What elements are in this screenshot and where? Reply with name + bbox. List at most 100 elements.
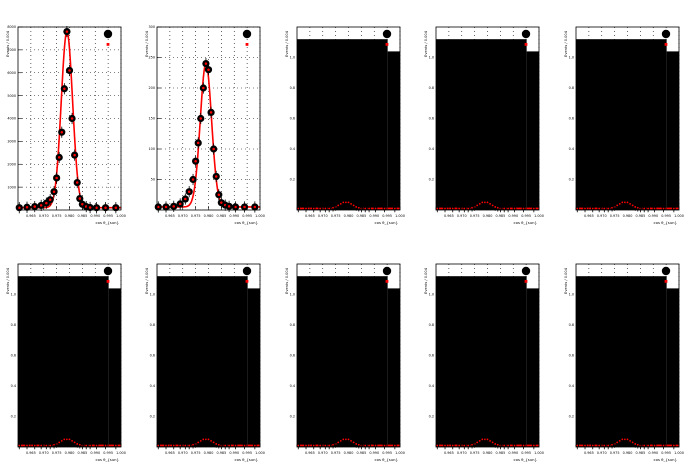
y-tick-label: 0.6 xyxy=(11,354,16,358)
fit-point xyxy=(491,441,494,444)
fit-point xyxy=(205,438,207,441)
x-tick-label: 0.985 xyxy=(217,214,227,218)
y-tick-label: 50 xyxy=(151,178,155,182)
fit-point xyxy=(484,201,486,204)
legend-fit-marker xyxy=(664,43,668,46)
y-tick-label: 2000 xyxy=(7,162,16,166)
y-tick-label: 0.8 xyxy=(569,323,574,327)
x-tick-label: 0.990 xyxy=(90,214,100,218)
y-tick-label: 0.2 xyxy=(290,415,295,419)
x-tick-label: 0.970 xyxy=(318,214,328,218)
x-tick-label: 0.965 xyxy=(305,451,315,455)
filled-region-step xyxy=(387,288,400,447)
x-tick-label: 0.975 xyxy=(331,451,341,455)
fit-point xyxy=(217,193,221,197)
fit-point xyxy=(253,205,257,209)
y-tick-label: 0.4 xyxy=(569,147,574,151)
y-tick-label: 1000 xyxy=(7,185,16,189)
fit-point xyxy=(467,207,470,210)
fit-point xyxy=(352,441,355,444)
y-tick-label: 0.6 xyxy=(290,117,295,121)
y-tick-label: 0.8 xyxy=(150,323,155,327)
fit-point xyxy=(40,444,43,447)
fit-point xyxy=(486,438,489,441)
fit-point xyxy=(188,444,191,447)
y-axis-label: Events / 0.004 xyxy=(564,30,568,57)
fit-point xyxy=(662,444,665,447)
x-tick-label: 0.965 xyxy=(584,451,594,455)
fit-point xyxy=(184,444,187,447)
fit-point xyxy=(57,156,61,159)
y-tick-label: 1.0 xyxy=(150,293,155,297)
x-tick-label: 0.980 xyxy=(65,214,75,218)
x-tick-label: 0.975 xyxy=(470,214,480,218)
x-tick-label: 0.995 xyxy=(521,214,531,218)
fit-point xyxy=(194,159,197,163)
fit-point xyxy=(81,203,84,206)
x-tick-label: 0.985 xyxy=(357,214,367,218)
y-tick-label: 7000 xyxy=(7,48,16,52)
filled-region xyxy=(157,276,248,447)
fit-point xyxy=(89,444,91,447)
fit-point xyxy=(584,444,586,447)
y-tick-label: 1.0 xyxy=(429,56,434,60)
fit-point xyxy=(95,206,98,209)
fit-point xyxy=(63,87,66,91)
fit-point xyxy=(345,201,347,204)
legend-fit-marker xyxy=(664,280,668,283)
fit-point xyxy=(636,443,639,446)
fit-point xyxy=(383,207,386,210)
x-tick-label: 0.990 xyxy=(648,214,658,218)
x-tick-label: 0.970 xyxy=(597,451,607,455)
x-tick-label: 0.970 xyxy=(457,451,467,455)
fit-point xyxy=(339,440,342,442)
x-tick-label: 0.980 xyxy=(344,214,354,218)
x-tick-label: 0.985 xyxy=(357,451,367,455)
y-tick-label: 0.4 xyxy=(150,384,155,388)
fit-point xyxy=(355,443,358,445)
fit-point xyxy=(49,444,52,447)
fit-point xyxy=(305,207,307,210)
panel-10: 0.965 0.970 0.975 0.980 0.985 0.990 0.995 1.000… xyxy=(564,263,684,462)
fit-point xyxy=(55,176,58,180)
x-tick-label: 0.975 xyxy=(191,451,201,455)
fit-point xyxy=(179,444,182,447)
fit-point xyxy=(444,207,446,210)
fit-point xyxy=(339,203,342,205)
fit-point xyxy=(458,207,461,210)
x-tick-label: 0.985 xyxy=(217,451,227,455)
x-tick-label: 0.980 xyxy=(204,214,214,218)
legend-data-marker xyxy=(103,29,113,39)
y-tick-label: 150 xyxy=(149,117,155,121)
y-tick-label: 0.2 xyxy=(290,178,295,182)
y-tick-label: 0.2 xyxy=(429,178,434,182)
fit-point xyxy=(522,444,525,447)
fit-point xyxy=(374,444,377,447)
fit-point xyxy=(444,444,446,447)
fit-point xyxy=(458,444,461,447)
panel-6: 0.965 0.970 0.975 0.980 0.985 0.990 0.995 1.000… xyxy=(6,263,126,462)
fit-point xyxy=(471,206,473,209)
fit-point xyxy=(88,206,92,209)
fit-point xyxy=(214,175,218,178)
x-tick-label: 0.985 xyxy=(78,451,88,455)
x-tick-label: 0.990 xyxy=(369,451,379,455)
fit-point xyxy=(584,207,586,210)
y-tick-label: 0.6 xyxy=(150,354,155,358)
fit-point xyxy=(636,206,639,209)
fit-point xyxy=(503,444,506,447)
x-tick-label: 0.995 xyxy=(661,451,671,455)
fit-point xyxy=(616,204,619,207)
fit-point xyxy=(234,205,237,209)
fit-point xyxy=(342,201,345,204)
x-axis-label: cos θ_{sun} xyxy=(375,220,398,225)
x-tick-label: 0.975 xyxy=(52,214,62,218)
fit-point xyxy=(476,204,479,207)
fit-point xyxy=(332,443,334,446)
fit-point xyxy=(164,205,168,209)
fit-point xyxy=(217,443,220,446)
y-tick-label: 5000 xyxy=(7,94,16,98)
x-axis-label: cos θ_{sun} xyxy=(654,220,677,225)
x-tick-label: 0.975 xyxy=(610,214,620,218)
fit-point xyxy=(71,440,73,442)
